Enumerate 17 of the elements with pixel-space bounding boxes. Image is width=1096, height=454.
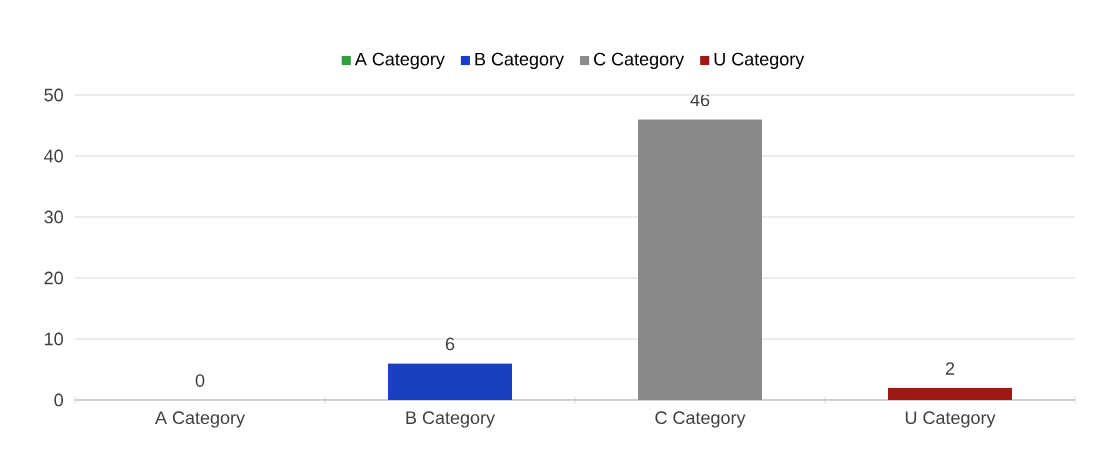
legend-label: A Category	[354, 52, 445, 70]
y-tick-label: 20	[44, 271, 63, 285]
y-tick-label: 0	[54, 393, 63, 407]
legend-label: B Category	[475, 52, 564, 70]
legend-label: C Category	[594, 52, 685, 70]
y-tick-label: 30	[44, 210, 63, 224]
y-tick-label: 10	[45, 332, 63, 346]
data-label: 2	[945, 362, 955, 375]
x-tick-label: A Category	[155, 411, 245, 428]
y-tick-label: 50	[44, 88, 63, 102]
y-tick-label: 40	[44, 149, 63, 163]
x-tick-label: U Category	[905, 411, 996, 428]
legend-label: U Category	[714, 52, 805, 70]
x-tick-label: B Category	[406, 411, 495, 428]
data-label: 6	[445, 337, 455, 351]
data-label: 0	[195, 374, 205, 387]
x-tick-label: C Category	[655, 411, 746, 428]
